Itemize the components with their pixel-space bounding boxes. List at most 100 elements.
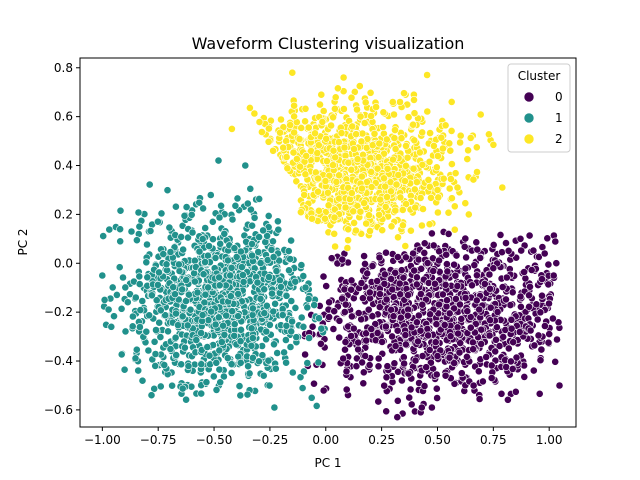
scatter-point: [410, 185, 419, 194]
scatter-point: [409, 164, 418, 173]
x-axis: −1.00 −0.75 −0.50 −0.25 0.00 0.25 0.50 0.75 1.00: [84, 427, 563, 447]
scatter-point: [354, 338, 363, 347]
scatter-point: [359, 379, 368, 388]
scatter-point: [342, 385, 351, 394]
scatter-point: [432, 163, 441, 172]
scatter-point: [319, 272, 328, 281]
legend-title: Cluster: [518, 69, 561, 83]
scatter-point: [476, 110, 485, 119]
scatter-point: [540, 249, 549, 258]
scatter-point: [426, 358, 435, 367]
scatter-point: [136, 306, 145, 314]
scatter-point: [380, 381, 389, 390]
scatter-point: [355, 82, 364, 90]
scatter-point: [155, 268, 163, 277]
y-tick-label: 0.0: [54, 256, 73, 270]
scatter-point: [197, 329, 205, 337]
scatter-point: [228, 307, 237, 316]
scatter-point: [393, 326, 402, 335]
scatter-point: [135, 222, 144, 231]
scatter-point: [422, 363, 431, 372]
scatter-point: [310, 379, 318, 388]
scatter-point: [416, 193, 425, 202]
scatter-point: [341, 338, 350, 346]
scatter-point: [248, 304, 257, 313]
scatter-point: [376, 195, 385, 204]
scatter-point: [457, 314, 466, 323]
scatter-point: [474, 367, 483, 376]
scatter-point: [491, 347, 500, 356]
scatter-point: [425, 182, 434, 191]
scatter-point: [535, 252, 543, 261]
scatter-point: [340, 143, 349, 152]
scatter-point: [227, 263, 236, 272]
scatter-point: [366, 88, 375, 97]
scatter-point: [188, 228, 197, 237]
scatter-point: [310, 301, 319, 309]
scatter-point: [271, 299, 279, 308]
scatter-point: [396, 313, 405, 322]
scatter-point: [291, 277, 300, 286]
scatter-point: [153, 217, 162, 226]
scatter-point: [165, 223, 174, 232]
scatter-point: [314, 141, 323, 150]
scatter-point: [347, 93, 356, 102]
x-tick-label: −0.25: [252, 433, 289, 447]
scatter-point: [427, 403, 436, 412]
scatter-point: [504, 246, 513, 255]
scatter-point: [464, 210, 473, 219]
scatter-point: [543, 234, 552, 243]
scatter-point: [418, 300, 427, 309]
scatter-point: [419, 205, 427, 213]
scatter-point: [332, 177, 341, 186]
scatter-point: [397, 134, 406, 143]
scatter-point: [362, 336, 371, 345]
scatter-point: [314, 314, 323, 323]
scatter-point: [341, 203, 350, 212]
scatter-point: [347, 312, 356, 321]
scatter-point: [486, 303, 495, 312]
scatter-point: [265, 320, 274, 329]
scatter-point: [168, 381, 176, 390]
scatter-point: [495, 342, 504, 350]
scatter-point: [107, 322, 116, 331]
scatter-point: [412, 178, 421, 186]
scatter-point: [423, 71, 431, 79]
scatter-point: [489, 264, 498, 273]
scatter-point: [339, 105, 348, 113]
x-tick-label: −0.75: [140, 433, 177, 447]
scatter-point: [115, 263, 124, 272]
scatter-point: [116, 225, 124, 234]
scatter-point: [435, 300, 443, 309]
scatter-point: [425, 346, 434, 354]
scatter-point: [443, 267, 452, 276]
scatter-point: [177, 360, 186, 369]
scatter-point: [410, 109, 419, 118]
scatter-point: [233, 194, 242, 203]
scatter-point: [356, 207, 365, 216]
scatter-point: [453, 282, 462, 290]
scatter-point: [164, 327, 172, 336]
scatter-point: [382, 373, 391, 382]
scatter-point: [172, 309, 180, 318]
legend-label: 1: [555, 111, 563, 125]
scatter-point: [453, 183, 462, 192]
scatter-point: [472, 238, 481, 247]
scatter-point: [264, 124, 273, 133]
scatter-point: [223, 354, 232, 362]
scatter-point: [121, 327, 130, 336]
scatter-point: [457, 369, 466, 378]
scatter-point: [517, 302, 525, 311]
scatter-point: [416, 290, 425, 298]
scatter-point: [120, 365, 129, 374]
scatter-point: [259, 226, 267, 235]
scatter-point: [375, 253, 384, 262]
scatter-point: [406, 226, 415, 235]
scatter-point: [341, 300, 350, 309]
scatter-point: [198, 235, 207, 243]
scatter-point: [324, 201, 333, 210]
scatter-point: [298, 384, 307, 392]
scatter-point: [138, 297, 147, 305]
scatter-point: [420, 248, 429, 257]
